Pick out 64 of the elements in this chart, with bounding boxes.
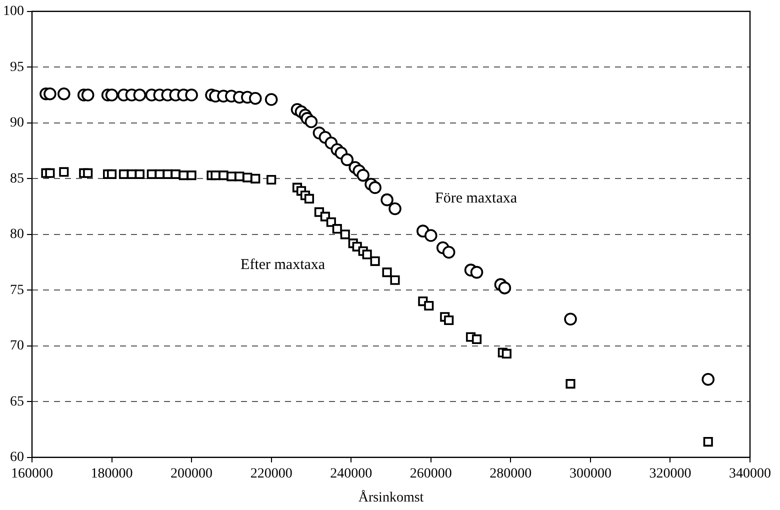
point — [370, 256, 380, 266]
point — [81, 88, 94, 102]
point — [444, 315, 454, 326]
point — [340, 153, 354, 166]
point — [332, 224, 342, 234]
y-tick-label: 60 — [10, 450, 24, 466]
x-tick-label: 160000 — [11, 466, 53, 482]
point — [304, 194, 314, 204]
point — [566, 379, 576, 389]
y-tick-label: 80 — [10, 227, 24, 242]
point — [250, 174, 260, 184]
y-tick-label: 100 — [3, 4, 24, 20]
point — [186, 170, 196, 180]
point — [340, 230, 350, 240]
point — [470, 266, 484, 279]
point — [382, 268, 392, 278]
x-tick-label: 260000 — [410, 466, 452, 482]
y-tick-label: 85 — [10, 171, 24, 186]
point — [442, 246, 456, 259]
point — [105, 88, 118, 102]
point — [83, 168, 93, 178]
point — [388, 202, 402, 216]
x-tick-label: 240000 — [330, 466, 372, 482]
point — [356, 168, 370, 182]
x-tick-label: 320000 — [649, 466, 692, 482]
point — [248, 92, 262, 105]
point — [703, 437, 713, 447]
x-tick-label: 200000 — [170, 466, 213, 482]
point — [380, 193, 394, 206]
x-tick-label: 280000 — [490, 466, 532, 482]
point — [472, 334, 482, 344]
point — [368, 181, 382, 194]
x-tick-label: 300000 — [569, 466, 612, 482]
point — [58, 88, 70, 100]
point — [424, 300, 434, 311]
point — [424, 229, 438, 242]
series-label: Efter maxtaxa — [240, 257, 326, 274]
point — [702, 372, 715, 386]
y-tick-label: 75 — [10, 282, 24, 298]
x-tick-label: 220000 — [250, 466, 292, 482]
point — [304, 115, 318, 128]
point — [498, 282, 512, 294]
point — [502, 348, 512, 358]
point — [45, 168, 55, 178]
y-tick-label: 65 — [10, 394, 24, 410]
point — [133, 88, 146, 102]
x-tick-label: 180000 — [90, 466, 133, 482]
point — [106, 169, 117, 179]
point — [564, 312, 577, 326]
y-tick-label: 70 — [10, 338, 24, 354]
point — [390, 275, 400, 285]
point — [44, 88, 56, 100]
point — [185, 88, 198, 102]
point — [134, 169, 144, 179]
x-tick-label: 340000 — [729, 466, 771, 482]
y-tick-label: 90 — [10, 116, 24, 131]
series-label: Före maxtaxa — [434, 190, 518, 207]
point — [266, 174, 276, 185]
point — [326, 217, 336, 227]
point — [362, 250, 372, 260]
x-axis-title: Årsinkomst — [358, 489, 424, 506]
point — [264, 93, 278, 106]
point — [59, 167, 69, 177]
y-tick-label: 95 — [10, 60, 24, 75]
